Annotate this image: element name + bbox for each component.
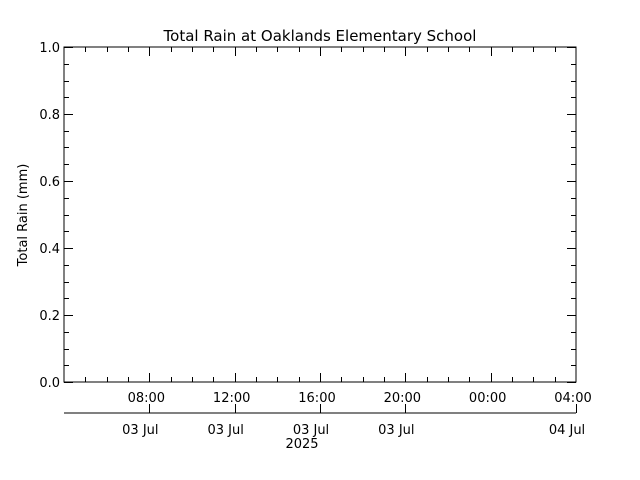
- y-tick-label: 0.6: [39, 175, 60, 190]
- y-tick-label: 0.8: [39, 108, 60, 123]
- x-date-tick-label: 03 Jul: [207, 423, 243, 438]
- x-time-tick-label: 08:00: [128, 391, 165, 406]
- y-tick-label: 0.2: [39, 309, 60, 324]
- axis-ticks: 0.0 0.2 0.4 0.6 0.8 1.0 08:00 12:00 16:00 20:00 00…: [39, 41, 591, 452]
- chart-title: Total Rain at Oaklands Elementary School: [163, 27, 477, 45]
- x-year-label: 2025: [285, 437, 318, 452]
- x-time-tick-label: 16:00: [298, 391, 335, 406]
- y-tick-label: 0.0: [39, 376, 60, 391]
- y-axis-label: Total Rain (mm): [16, 164, 31, 268]
- y-tick-label: 0.4: [39, 242, 60, 257]
- x-date-tick-label: 03 Jul: [378, 423, 414, 438]
- x-date-tick-label: 03 Jul: [293, 423, 329, 438]
- x-time-tick-label: 00:00: [469, 391, 506, 406]
- x-date-tick-label: 04 Jul: [549, 423, 585, 438]
- x-time-tick-label: 04:00: [554, 391, 591, 406]
- plot-frame: [63, 46, 577, 383]
- x-time-tick-label: 12:00: [213, 391, 250, 406]
- x-time-tick-label: 20:00: [384, 391, 421, 406]
- x-date-tick-label: 03 Jul: [122, 423, 158, 438]
- y-tick-label: 1.0: [39, 41, 60, 56]
